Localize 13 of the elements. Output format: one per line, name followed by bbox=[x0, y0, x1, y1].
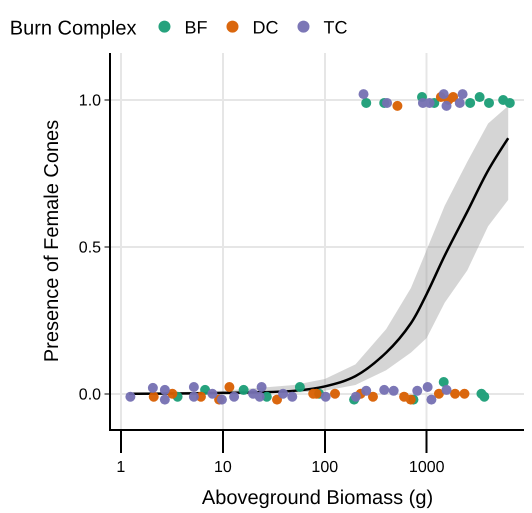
y-tick-label: 1.0 bbox=[78, 92, 102, 110]
x-axis-title: Aboveground Biomass (g) bbox=[202, 486, 434, 509]
y-tick-label: 0.5 bbox=[78, 239, 102, 256]
y-tick-label: 0.0 bbox=[78, 386, 102, 404]
y-axis-title: Presence of Female Cones bbox=[40, 120, 63, 362]
x-tick-label: 1000 bbox=[408, 458, 445, 476]
x-tick-label: 10 bbox=[214, 458, 232, 476]
x-tick-label: 100 bbox=[311, 458, 338, 476]
x-tick-label: 1 bbox=[116, 458, 126, 476]
legend-title: Burn Complex bbox=[10, 17, 136, 40]
legend-label: TC bbox=[323, 18, 348, 38]
legend-label: DC bbox=[252, 18, 278, 38]
legend-label: BF bbox=[184, 18, 208, 38]
